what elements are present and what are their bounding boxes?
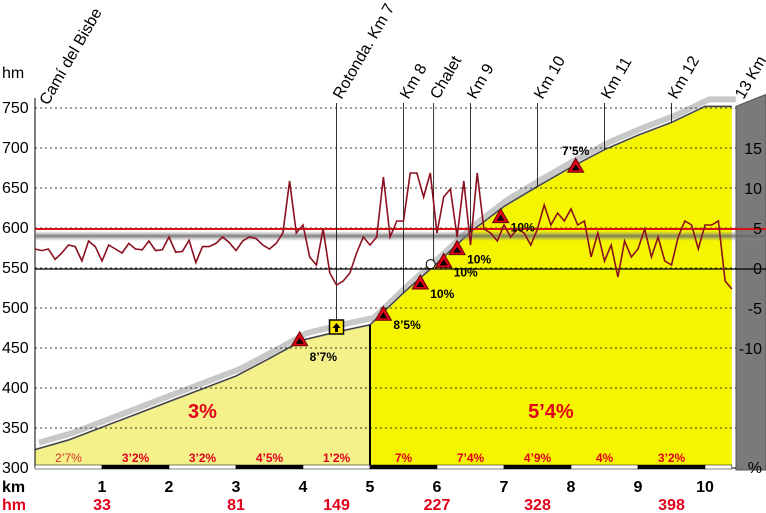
elevation-gain-label: 149 (323, 497, 350, 513)
km-bar-segment (704, 464, 733, 470)
right-axis-tick-label: 5 (753, 221, 762, 238)
right-axis-unit: % (748, 460, 762, 477)
waypoint-label: Km 11 (598, 54, 635, 102)
km-tick-label: 3 (232, 479, 241, 496)
elevation-gain-label: 398 (658, 497, 685, 513)
segment-gradient-label: 7% (395, 451, 413, 465)
waypoint-label: Km 12 (665, 53, 703, 102)
km-tick-label: 5 (366, 479, 375, 496)
right-axis-tick-label: 0 (753, 261, 762, 278)
km-tick-label: 7 (500, 479, 509, 496)
waypoint-label: Camí del Bisbe (37, 5, 106, 108)
elevation-gain-label: 328 (524, 497, 551, 513)
left-axis-tick-label: 650 (2, 180, 29, 197)
gradient-marker-label: 7’5% (562, 144, 590, 158)
segment-gradient-label: 4’5% (256, 451, 284, 465)
segment-gradient-label: 4% (596, 451, 614, 465)
gradient-marker-label: 10% (511, 221, 535, 235)
segment-gradient-label: 3’2% (189, 451, 217, 465)
right-axis-tick-label: -10 (739, 341, 762, 358)
km-bar-segment (503, 464, 572, 470)
gradient-marker-label: 8’5% (393, 318, 421, 332)
gradient-warning-marker-inner (295, 337, 304, 344)
segment-gradient-label: 3’2% (658, 451, 686, 465)
left-axis-tick-label: 550 (2, 260, 29, 277)
segment-gradient-label: 1’2% (323, 451, 351, 465)
gradient-warning-marker-inner (571, 164, 580, 171)
waypoint-label: Chalet (427, 53, 465, 102)
waypoint-label: Km 8 (397, 61, 430, 102)
section-average-label: 3% (188, 401, 217, 423)
km-tick-label: 4 (299, 479, 308, 496)
profile-section-fill (35, 324, 370, 468)
gradient-warning-marker-inner (496, 214, 505, 221)
km-row-label: km (2, 479, 25, 496)
left-axis-tick-label: 500 (2, 300, 29, 317)
profile-outline (34, 105, 732, 451)
km-tick-label: 10 (696, 479, 714, 496)
waypoint-label: Km 9 (464, 61, 497, 102)
km-bar-segment (302, 464, 371, 470)
km-tick-label: 9 (634, 479, 643, 496)
km-tick-label: 2 (165, 479, 174, 496)
elevation-gain-label: 33 (93, 497, 111, 513)
km-tick-label: 1 (98, 479, 107, 496)
left-axis-tick-label: 700 (2, 140, 29, 157)
segment-gradient-label: 4’9% (524, 451, 552, 465)
left-axis-tick-label: 300 (2, 460, 29, 477)
gradient-warning-marker-inner (379, 312, 388, 319)
left-axis-tick-label: 400 (2, 380, 29, 397)
gradient-warning-marker-inner (439, 259, 448, 266)
profile-ridge-shadow (38, 96, 736, 446)
elevation-gain-label: 81 (227, 497, 245, 513)
km-tick-label: 6 (433, 479, 442, 496)
waypoint-label: Rotonda. Km 7 (330, 1, 398, 102)
profile-section-fill (370, 106, 732, 469)
arrow-up-stem (335, 327, 338, 332)
right-axis-tick-label: -5 (748, 301, 762, 318)
right-axis-tick-label: 10 (744, 181, 762, 198)
segment-gradient-label: 2’7% (55, 451, 82, 465)
km-bar-segment (101, 464, 170, 470)
reference-shadow (35, 231, 766, 241)
right-axis-tick-label: 15 (744, 141, 762, 158)
left-axis-tick-label: 600 (2, 220, 29, 237)
chalet-icon (425, 259, 436, 270)
km-bar-segment (369, 464, 438, 470)
left-axis-tick-label: 350 (2, 420, 29, 437)
waypoint-label: Km 10 (531, 53, 569, 102)
gradient-marker-label: 10% (454, 265, 478, 279)
km-bar-segment (235, 464, 304, 470)
km-bar-segment (570, 464, 639, 470)
gradient-marker-label: 10% (430, 287, 454, 301)
gradient-warning-marker-inner (416, 281, 425, 287)
depth-panel (735, 93, 766, 471)
left-axis-unit: hm (2, 65, 24, 82)
km-bar-segment (436, 464, 505, 470)
hm-row-label: hm (2, 497, 26, 513)
gradient-percent-line (34, 172, 733, 290)
km-tick-label: 8 (567, 479, 576, 496)
km-bar-segment (637, 464, 706, 470)
km-bar-segment (168, 464, 237, 470)
waypoint-label: 13 Km (732, 53, 766, 102)
section-average-label: 5’4% (528, 401, 574, 423)
left-axis-tick-label: 450 (2, 340, 29, 357)
gradient-marker-label: 10% (467, 253, 491, 267)
gradient-marker-label: 8’7% (310, 350, 338, 364)
segment-gradient-label: 3’2% (122, 451, 150, 465)
elevation-gain-label: 227 (424, 497, 451, 513)
gradient-warning-marker-inner (453, 246, 462, 253)
km-bar-segment (34, 464, 103, 470)
segment-gradient-label: 7’4% (457, 451, 485, 465)
left-axis-tick-label: 750 (2, 100, 29, 117)
arrow-up-icon (332, 323, 341, 328)
